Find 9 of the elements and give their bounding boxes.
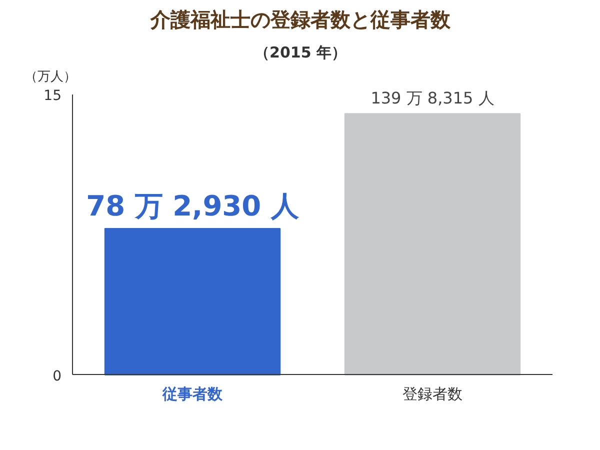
annotation: 78 万 2,930 人 [86, 190, 300, 223]
x-tick-label: 従事者数 [162, 384, 224, 403]
annotation: 139 万 8,315 人 [370, 88, 494, 108]
chart-title: 介護福祉士の登録者数と従事者数 [150, 8, 452, 32]
y-tick-label: 0 [52, 368, 62, 384]
y-axis-title: （万人） [24, 70, 76, 85]
x-tick-label: 登録者数 [402, 384, 462, 403]
chart-subtitle: （2015 年） [254, 44, 346, 62]
y-tick-label: 15 [44, 88, 62, 104]
